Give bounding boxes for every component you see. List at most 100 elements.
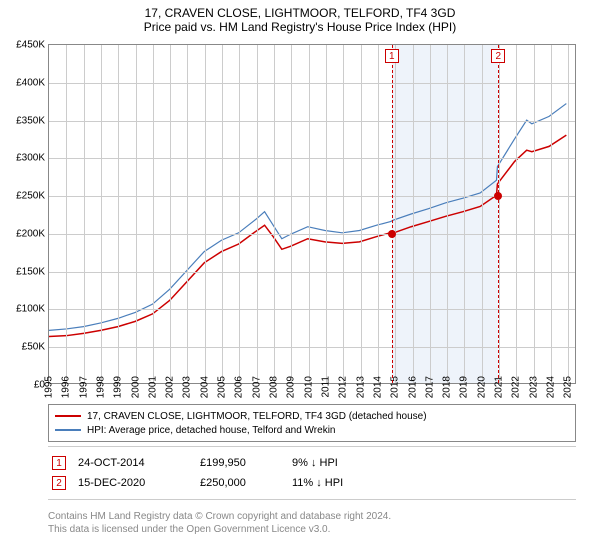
gridline-v <box>464 45 465 383</box>
marker-label-box: 1 <box>385 49 399 63</box>
gridline-v <box>447 45 448 383</box>
gridline-h <box>49 272 575 273</box>
footer-line: Contains HM Land Registry data © Crown c… <box>48 510 576 523</box>
sale-diff: 11% ↓ HPI <box>292 477 382 489</box>
ytick-label: £150K <box>16 266 49 277</box>
marker-point <box>388 230 396 238</box>
legend-label: 17, CRAVEN CLOSE, LIGHTMOOR, TELFORD, TF… <box>87 411 427 422</box>
chart-lines-svg <box>49 45 575 383</box>
xtick-label: 1995 <box>44 376 55 398</box>
xtick-label: 2016 <box>407 376 418 398</box>
gridline-h <box>49 83 575 84</box>
gridline-v <box>239 45 240 383</box>
gridline-v <box>187 45 188 383</box>
xtick-label: 2005 <box>217 376 228 398</box>
legend-item: HPI: Average price, detached house, Telf… <box>55 423 569 437</box>
xtick-label: 2010 <box>303 376 314 398</box>
xtick-label: 2008 <box>269 376 280 398</box>
xtick-label: 2013 <box>355 376 366 398</box>
xtick-label: 2006 <box>234 376 245 398</box>
gridline-v <box>309 45 310 383</box>
ytick-label: £250K <box>16 191 49 202</box>
xtick-label: 2014 <box>372 376 383 398</box>
title-address: 17, CRAVEN CLOSE, LIGHTMOOR, TELFORD, TF… <box>0 6 600 20</box>
xtick-label: 2000 <box>130 376 141 398</box>
gridline-h <box>49 121 575 122</box>
sales-table: 1 24-OCT-2014 £199,950 9% ↓ HPI 2 15-DEC… <box>48 446 576 500</box>
gridline-v <box>291 45 292 383</box>
xtick-label: 2004 <box>199 376 210 398</box>
gridline-v <box>136 45 137 383</box>
xtick-label: 1999 <box>113 376 124 398</box>
xtick-label: 1998 <box>95 376 106 398</box>
legend-label: HPI: Average price, detached house, Telf… <box>87 425 336 436</box>
gridline-v <box>257 45 258 383</box>
xtick-label: 2023 <box>528 376 539 398</box>
gridline-v <box>118 45 119 383</box>
marker-label-box: 2 <box>491 49 505 63</box>
xtick-label: 1997 <box>78 376 89 398</box>
sale-diff: 9% ↓ HPI <box>292 457 382 469</box>
titles: 17, CRAVEN CLOSE, LIGHTMOOR, TELFORD, TF… <box>0 0 600 34</box>
legend-swatch <box>55 415 81 417</box>
xtick-label: 2009 <box>286 376 297 398</box>
legend-item: 17, CRAVEN CLOSE, LIGHTMOOR, TELFORD, TF… <box>55 409 569 423</box>
chart-plot-area: £0£50K£100K£150K£200K£250K£300K£350K£400… <box>48 44 576 384</box>
sale-marker-box: 2 <box>52 476 66 490</box>
gridline-v <box>482 45 483 383</box>
xtick-label: 2025 <box>563 376 574 398</box>
gridline-v <box>499 45 500 383</box>
xtick-label: 2012 <box>338 376 349 398</box>
ytick-label: £400K <box>16 77 49 88</box>
sale-price: £250,000 <box>200 477 280 489</box>
marker-point <box>494 192 502 200</box>
ytick-label: £50K <box>22 342 49 353</box>
gridline-v <box>274 45 275 383</box>
xtick-label: 2007 <box>251 376 262 398</box>
title-subtitle: Price paid vs. HM Land Registry's House … <box>0 20 600 34</box>
xtick-label: 2024 <box>546 376 557 398</box>
gridline-v <box>170 45 171 383</box>
gridline-v <box>343 45 344 383</box>
gridline-v <box>430 45 431 383</box>
gridline-v <box>516 45 517 383</box>
sale-price: £199,950 <box>200 457 280 469</box>
gridline-v <box>101 45 102 383</box>
gridline-h <box>49 234 575 235</box>
sale-row: 2 15-DEC-2020 £250,000 11% ↓ HPI <box>48 473 576 493</box>
gridline-v <box>395 45 396 383</box>
xtick-label: 2003 <box>182 376 193 398</box>
ytick-label: £300K <box>16 153 49 164</box>
sale-date: 15-DEC-2020 <box>78 477 188 489</box>
legend: 17, CRAVEN CLOSE, LIGHTMOOR, TELFORD, TF… <box>48 404 576 442</box>
gridline-v <box>378 45 379 383</box>
xtick-label: 1996 <box>61 376 72 398</box>
footer: Contains HM Land Registry data © Crown c… <box>48 510 576 536</box>
xtick-label: 2002 <box>165 376 176 398</box>
series-hpi <box>49 104 566 331</box>
gridline-v <box>153 45 154 383</box>
sale-marker-box: 1 <box>52 456 66 470</box>
marker-vline <box>392 45 393 383</box>
sale-date: 24-OCT-2014 <box>78 457 188 469</box>
xtick-label: 2022 <box>511 376 522 398</box>
series-property <box>49 135 566 336</box>
xtick-label: 2020 <box>476 376 487 398</box>
footer-line: This data is licensed under the Open Gov… <box>48 523 576 536</box>
gridline-v <box>361 45 362 383</box>
chart-container: 17, CRAVEN CLOSE, LIGHTMOOR, TELFORD, TF… <box>0 0 600 560</box>
ytick-label: £200K <box>16 228 49 239</box>
marker-vline <box>498 45 499 383</box>
gridline-v <box>66 45 67 383</box>
xtick-label: 2017 <box>424 376 435 398</box>
gridline-v <box>84 45 85 383</box>
xtick-label: 2011 <box>320 376 331 398</box>
legend-swatch <box>55 429 81 431</box>
xtick-label: 2019 <box>459 376 470 398</box>
gridline-h <box>49 158 575 159</box>
gridline-v <box>534 45 535 383</box>
gridline-v <box>222 45 223 383</box>
gridline-v <box>413 45 414 383</box>
xtick-label: 2018 <box>442 376 453 398</box>
ytick-label: £100K <box>16 304 49 315</box>
